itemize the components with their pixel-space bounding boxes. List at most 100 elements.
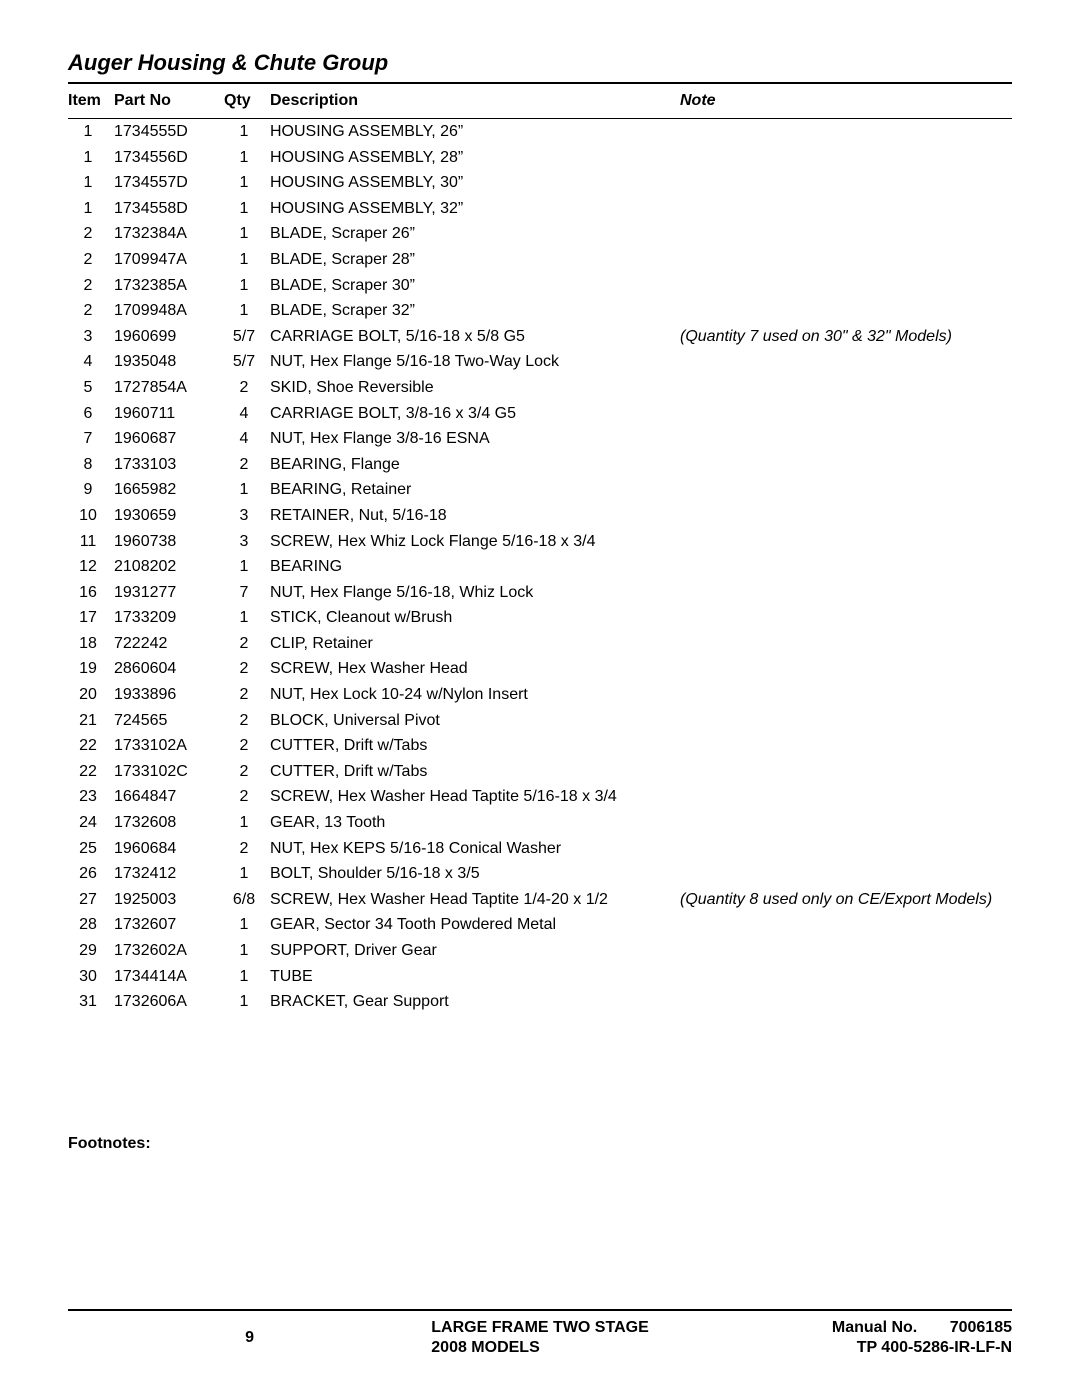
cell-part: 1734557D (114, 170, 224, 196)
cell-part: 724565 (114, 708, 224, 734)
cell-description: BEARING, Flange (270, 452, 680, 478)
table-row: 2719250036/8SCREW, Hex Washer Head Tapti… (68, 887, 1012, 913)
cell-item: 1 (68, 119, 114, 145)
cell-part: 1732607 (114, 912, 224, 938)
header-desc: Description (270, 84, 680, 119)
cell-qty: 3 (224, 503, 270, 529)
cell-description: NUT, Hex KEPS 5/16-18 Conical Washer (270, 836, 680, 862)
table-row: 217245652BLOCK, Universal Pivot (68, 708, 1012, 734)
table-row: 1928606042SCREW, Hex Washer Head (68, 656, 1012, 682)
cell-note (680, 759, 1012, 785)
cell-qty: 1 (224, 196, 270, 222)
table-row: 21732384A1BLADE, Scraper 26” (68, 221, 1012, 247)
cell-qty: 1 (224, 605, 270, 631)
cell-description: BLADE, Scraper 32” (270, 298, 680, 324)
cell-qty: 1 (224, 145, 270, 171)
cell-qty: 2 (224, 375, 270, 401)
cell-description: SUPPORT, Driver Gear (270, 938, 680, 964)
cell-item: 31 (68, 989, 114, 1015)
cell-item: 22 (68, 759, 114, 785)
cell-qty: 2 (224, 733, 270, 759)
cell-item: 9 (68, 477, 114, 503)
cell-description: SKID, Shoe Reversible (270, 375, 680, 401)
table-row: 291732602A1SUPPORT, Driver Gear (68, 938, 1012, 964)
header-qty: Qty (224, 84, 270, 119)
cell-qty: 5/7 (224, 324, 270, 350)
cell-description: BLOCK, Universal Pivot (270, 708, 680, 734)
cell-part: 1925003 (114, 887, 224, 913)
cell-part: 2860604 (114, 656, 224, 682)
cell-qty: 1 (224, 298, 270, 324)
cell-item: 21 (68, 708, 114, 734)
cell-item: 12 (68, 554, 114, 580)
cell-description: GEAR, Sector 34 Tooth Powdered Metal (270, 912, 680, 938)
cell-qty: 1 (224, 861, 270, 887)
cell-note (680, 349, 1012, 375)
table-row: 1221082021BEARING (68, 554, 1012, 580)
cell-item: 7 (68, 426, 114, 452)
cell-part: 1960699 (114, 324, 224, 350)
cell-part: 1930659 (114, 503, 224, 529)
cell-part: 1960684 (114, 836, 224, 862)
cell-qty: 1 (224, 810, 270, 836)
cell-qty: 2 (224, 759, 270, 785)
cell-note: (Quantity 8 used only on CE/Export Model… (680, 887, 1012, 913)
cell-qty: 6/8 (224, 887, 270, 913)
table-row: 311732606A1BRACKET, Gear Support (68, 989, 1012, 1015)
cell-part: 1933896 (114, 682, 224, 708)
table-row: 817331032BEARING, Flange (68, 452, 1012, 478)
cell-description: GEAR, 13 Tooth (270, 810, 680, 836)
cell-qty: 2 (224, 682, 270, 708)
cell-item: 19 (68, 656, 114, 682)
cell-note: (Quantity 7 used on 30" & 32" Models) (680, 324, 1012, 350)
cell-description: BEARING, Retainer (270, 477, 680, 503)
cell-qty: 3 (224, 529, 270, 555)
cell-note (680, 605, 1012, 631)
table-row: 1119607383SCREW, Hex Whiz Lock Flange 5/… (68, 529, 1012, 555)
table-row: 319606995/7CARRIAGE BOLT, 5/16-18 x 5/8 … (68, 324, 1012, 350)
cell-description: CLIP, Retainer (270, 631, 680, 657)
cell-item: 28 (68, 912, 114, 938)
cell-item: 22 (68, 733, 114, 759)
page: Auger Housing & Chute Group Item Part No… (0, 0, 1080, 1397)
table-row: 2019338962NUT, Hex Lock 10-24 w/Nylon In… (68, 682, 1012, 708)
cell-note (680, 426, 1012, 452)
cell-description: BEARING (270, 554, 680, 580)
footer-left-1: LARGE FRAME TWO STAGE (431, 1319, 648, 1337)
table-row: 2617324121BOLT, Shoulder 5/16-18 x 3/5 (68, 861, 1012, 887)
cell-part: 1733102A (114, 733, 224, 759)
cell-qty: 2 (224, 708, 270, 734)
cell-part: 722242 (114, 631, 224, 657)
table-row: 2519606842NUT, Hex KEPS 5/16-18 Conical … (68, 836, 1012, 862)
table-row: 1619312777NUT, Hex Flange 5/16-18, Whiz … (68, 580, 1012, 606)
table-row: 11734557D1HOUSING ASSEMBLY, 30” (68, 170, 1012, 196)
cell-description: BOLT, Shoulder 5/16-18 x 3/5 (270, 861, 680, 887)
cell-item: 18 (68, 631, 114, 657)
cell-note (680, 836, 1012, 862)
cell-part: 1960738 (114, 529, 224, 555)
cell-note (680, 145, 1012, 171)
cell-item: 27 (68, 887, 114, 913)
cell-part: 1727854A (114, 375, 224, 401)
cell-part: 2108202 (114, 554, 224, 580)
cell-qty: 1 (224, 477, 270, 503)
cell-description: BLADE, Scraper 30” (270, 273, 680, 299)
cell-note (680, 784, 1012, 810)
table-body: 11734555D1HOUSING ASSEMBLY, 26”11734556D… (68, 119, 1012, 1015)
cell-qty: 1 (224, 170, 270, 196)
cell-item: 2 (68, 221, 114, 247)
cell-note (680, 861, 1012, 887)
cell-part: 1734555D (114, 119, 224, 145)
cell-part: 1732385A (114, 273, 224, 299)
cell-description: TUBE (270, 964, 680, 990)
cell-note (680, 912, 1012, 938)
table-row: 21709948A1BLADE, Scraper 32” (68, 298, 1012, 324)
cell-item: 11 (68, 529, 114, 555)
footnotes-label: Footnotes: (68, 1135, 1012, 1153)
cell-qty: 2 (224, 631, 270, 657)
page-footer: LARGE FRAME TWO STAGE 9 Manual No. 70061… (68, 1309, 1012, 1357)
cell-item: 17 (68, 605, 114, 631)
cell-item: 2 (68, 247, 114, 273)
cell-note (680, 119, 1012, 145)
cell-part: 1935048 (114, 349, 224, 375)
